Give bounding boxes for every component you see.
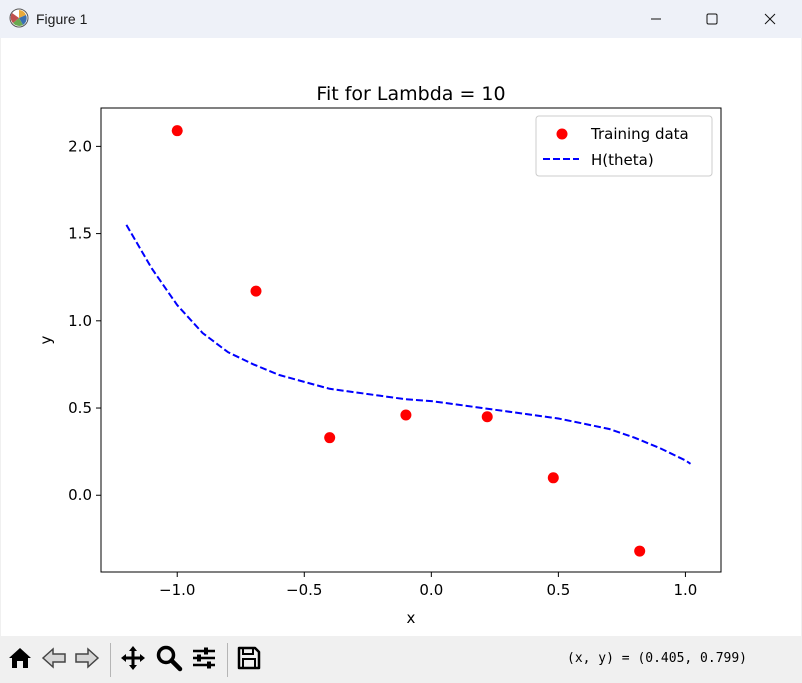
legend-label-fit: H(theta) [591,151,654,169]
y-tick-label: 2.0 [68,137,92,155]
data-point [481,411,493,423]
legend-label-training: Training data [590,125,689,143]
matplotlib-icon [9,8,29,28]
x-tick-label: 1.0 [673,581,697,599]
x-tick-label: 0.0 [419,581,443,599]
data-point [171,125,183,137]
back-icon [40,644,68,676]
maximize-button[interactable] [684,0,740,38]
window-titlebar[interactable]: Figure 1 [0,0,802,38]
save-button[interactable] [234,645,264,675]
y-tick-label: 1.0 [68,312,92,330]
legend-marker-training [556,128,568,140]
cursor-coordinates: (x, y) = (0.405, 0.799) [567,651,748,666]
legend: Training data H(theta) [535,115,713,177]
figure-canvas[interactable]: Fit for Lambda = 10 −1.0 −0.5 0.0 0.5 1.0 0.… [1,38,801,636]
zoom-button[interactable] [154,645,184,675]
window-title: Figure 1 [36,11,88,27]
x-tick-label: −0.5 [286,581,322,599]
x-ticks: −1.0 −0.5 0.0 0.5 1.0 [159,572,697,599]
home-icon [6,644,34,676]
y-axis-label: y [37,335,55,344]
minimize-button[interactable] [628,0,684,38]
training-points [171,125,646,557]
close-icon [764,13,776,25]
minimize-icon [650,13,662,25]
y-ticks: 0.0 0.5 1.0 1.5 2.0 [68,137,101,504]
data-point [400,409,412,421]
legend-box [535,115,713,177]
data-point [634,545,646,557]
configure-subplots-button[interactable] [189,645,219,675]
y-tick-label: 0.0 [68,486,92,504]
y-tick-label: 0.5 [68,399,92,417]
fit-line-layer [125,224,692,465]
pan-button[interactable] [118,645,148,675]
data-point [324,432,336,444]
data-point [250,285,262,297]
plot-area [100,107,722,573]
back-button[interactable] [39,645,69,675]
x-tick-label: 0.5 [546,581,570,599]
data-point [547,472,559,484]
pan-icon [119,644,147,676]
chart: Fit for Lambda = 10 −1.0 −0.5 0.0 0.5 1.0 0.… [37,83,722,627]
close-button[interactable] [742,0,798,38]
toolbar-separator [110,643,111,677]
x-axis-label: x [407,609,416,627]
fit-line [125,224,692,465]
navigation-toolbar: (x, y) = (0.405, 0.799) [0,637,802,683]
y-tick-label: 1.5 [68,225,92,243]
forward-button[interactable] [72,645,102,675]
chart-title: Fit for Lambda = 10 [316,83,505,105]
configure-subplots-icon [190,644,218,676]
x-tick-label: −1.0 [159,581,195,599]
save-icon [235,644,263,676]
maximize-icon [706,13,718,25]
forward-icon [73,644,101,676]
zoom-icon [155,644,183,676]
toolbar-separator [227,643,228,677]
home-button[interactable] [5,645,35,675]
